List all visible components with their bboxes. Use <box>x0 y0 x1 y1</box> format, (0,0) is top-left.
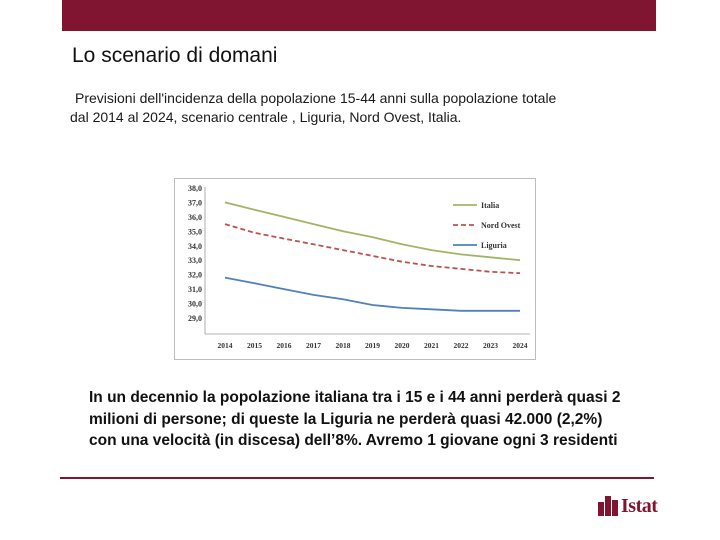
x-tick-label: 2022 <box>454 341 469 350</box>
chart-frame: 38,0 37,0 36,0 35,0 34,0 33,0 32,0 31,0 30,0 29,0… <box>174 178 536 360</box>
y-tick-label: 37,0 <box>188 198 202 207</box>
y-tick-label: 32,0 <box>188 271 202 280</box>
series-line-nord-ovest <box>224 223 521 275</box>
subtitle-line-2: dal 2014 al 2024, scenario centrale , Li… <box>70 109 462 125</box>
subtitle-line-1: Previsioni dell'incidenza della popolazi… <box>75 90 557 106</box>
top-header-bar <box>62 0 656 31</box>
y-tick-label: 38,0 <box>188 184 202 193</box>
istat-logo: Istat <box>598 494 658 518</box>
x-tick-label: 2015 <box>247 341 262 350</box>
y-tick-labels: 38,0 37,0 36,0 35,0 34,0 33,0 32,0 31,0 30,0 29,0 <box>188 184 202 323</box>
line-chart: 38,0 37,0 36,0 35,0 34,0 33,0 32,0 31,0 30,0 29,0… <box>188 184 530 350</box>
y-tick-label: 31,0 <box>188 285 202 294</box>
x-tick-label: 2018 <box>336 341 351 350</box>
x-tick-labels: 2014 2015 2016 2017 2018 2019 2020 2021 2022 2023… <box>218 341 528 350</box>
slide-title: Lo scenario di domani <box>72 44 278 67</box>
x-tick-label: 2020 <box>395 341 410 350</box>
x-tick-label: 2017 <box>306 341 321 350</box>
x-tick-label: 2024 <box>513 341 528 350</box>
y-tick-label: 29,0 <box>188 314 202 323</box>
x-tick-label: 2014 <box>218 341 233 350</box>
legend-label: Italia <box>481 201 499 210</box>
y-tick-label: 33,0 <box>188 256 202 265</box>
y-tick-label: 30,0 <box>188 300 202 309</box>
series-line-liguria <box>224 276 520 312</box>
istat-logo-mark-icon <box>598 496 618 516</box>
summary-text: In un decennio la popolazione italiana t… <box>89 389 621 449</box>
series-line-italia <box>224 201 521 262</box>
series-lines <box>224 201 521 312</box>
legend-label: Liguria <box>481 241 507 250</box>
istat-logo-text: Istat <box>621 494 658 517</box>
x-tick-label: 2019 <box>365 341 380 350</box>
y-tick-label: 34,0 <box>188 242 202 251</box>
x-tick-label: 2023 <box>483 341 498 350</box>
chart-legend: Italia Nord Ovest Liguria <box>453 201 521 250</box>
x-tick-label: 2016 <box>277 341 292 350</box>
bottom-rule <box>60 477 654 479</box>
chart-subtitle: Previsioni dell'incidenza della popolazi… <box>70 89 640 127</box>
y-tick-label: 35,0 <box>188 227 202 236</box>
legend-label: Nord Ovest <box>481 221 521 230</box>
x-tick-label: 2021 <box>424 341 439 350</box>
y-tick-label: 36,0 <box>188 213 202 222</box>
